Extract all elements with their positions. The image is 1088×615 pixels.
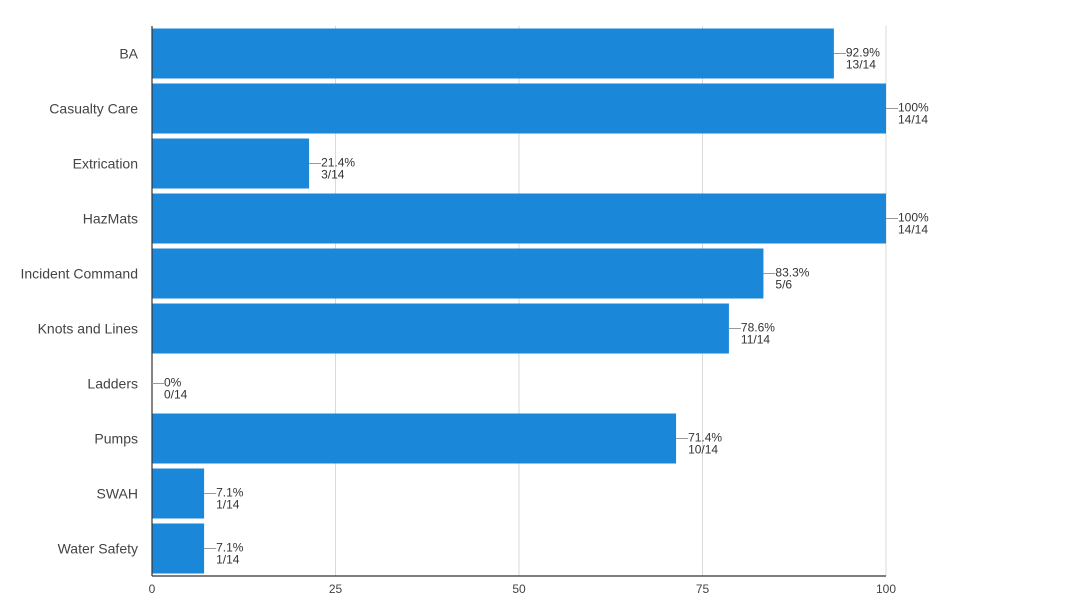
percent-label: 83.3% <box>775 266 809 280</box>
percent-label: 71.4% <box>688 431 722 445</box>
bar <box>152 138 310 189</box>
category-label: Incident Command <box>20 266 138 282</box>
percent-label: 100% <box>898 211 929 225</box>
x-tick-label: 25 <box>329 582 343 596</box>
bar <box>152 413 677 464</box>
bars <box>152 28 886 574</box>
bar <box>152 303 729 354</box>
category-label: BA <box>119 46 138 62</box>
x-tick-label: 0 <box>149 582 156 596</box>
axes <box>151 26 886 577</box>
bar <box>152 523 205 574</box>
category-label: Extrication <box>73 156 138 172</box>
bar <box>152 28 834 79</box>
bar <box>152 248 764 299</box>
category-label: Ladders <box>87 376 138 392</box>
count-label: 10/14 <box>688 443 718 457</box>
percent-label: 100% <box>898 101 929 115</box>
count-label: 14/14 <box>898 223 928 237</box>
percent-label: 21.4% <box>321 156 355 170</box>
count-label: 11/14 <box>741 333 770 347</box>
count-label: 0/14 <box>164 388 188 402</box>
percent-label: 92.9% <box>846 46 880 60</box>
count-label: 1/14 <box>216 498 240 512</box>
percent-label: 78.6% <box>741 321 775 335</box>
category-label: SWAH <box>97 486 138 502</box>
category-label: Knots and Lines <box>38 321 138 337</box>
bar <box>152 468 205 519</box>
category-label: Pumps <box>94 431 138 447</box>
count-label: 3/14 <box>321 168 345 182</box>
category-label: Casualty Care <box>49 101 138 117</box>
count-label: 13/14 <box>846 58 876 72</box>
category-label: Water Safety <box>58 541 138 557</box>
percent-label: 7.1% <box>216 541 244 555</box>
bar <box>152 193 886 244</box>
bar <box>152 83 886 134</box>
x-tick-label: 100 <box>876 582 896 596</box>
percent-label: 7.1% <box>216 486 244 500</box>
percent-label: 0% <box>164 376 182 390</box>
x-tick-label: 50 <box>512 582 526 596</box>
count-label: 5/6 <box>775 278 792 292</box>
category-label: HazMats <box>83 211 138 227</box>
count-label: 14/14 <box>898 113 928 127</box>
count-label: 1/14 <box>216 553 240 567</box>
x-tick-label: 75 <box>696 582 710 596</box>
